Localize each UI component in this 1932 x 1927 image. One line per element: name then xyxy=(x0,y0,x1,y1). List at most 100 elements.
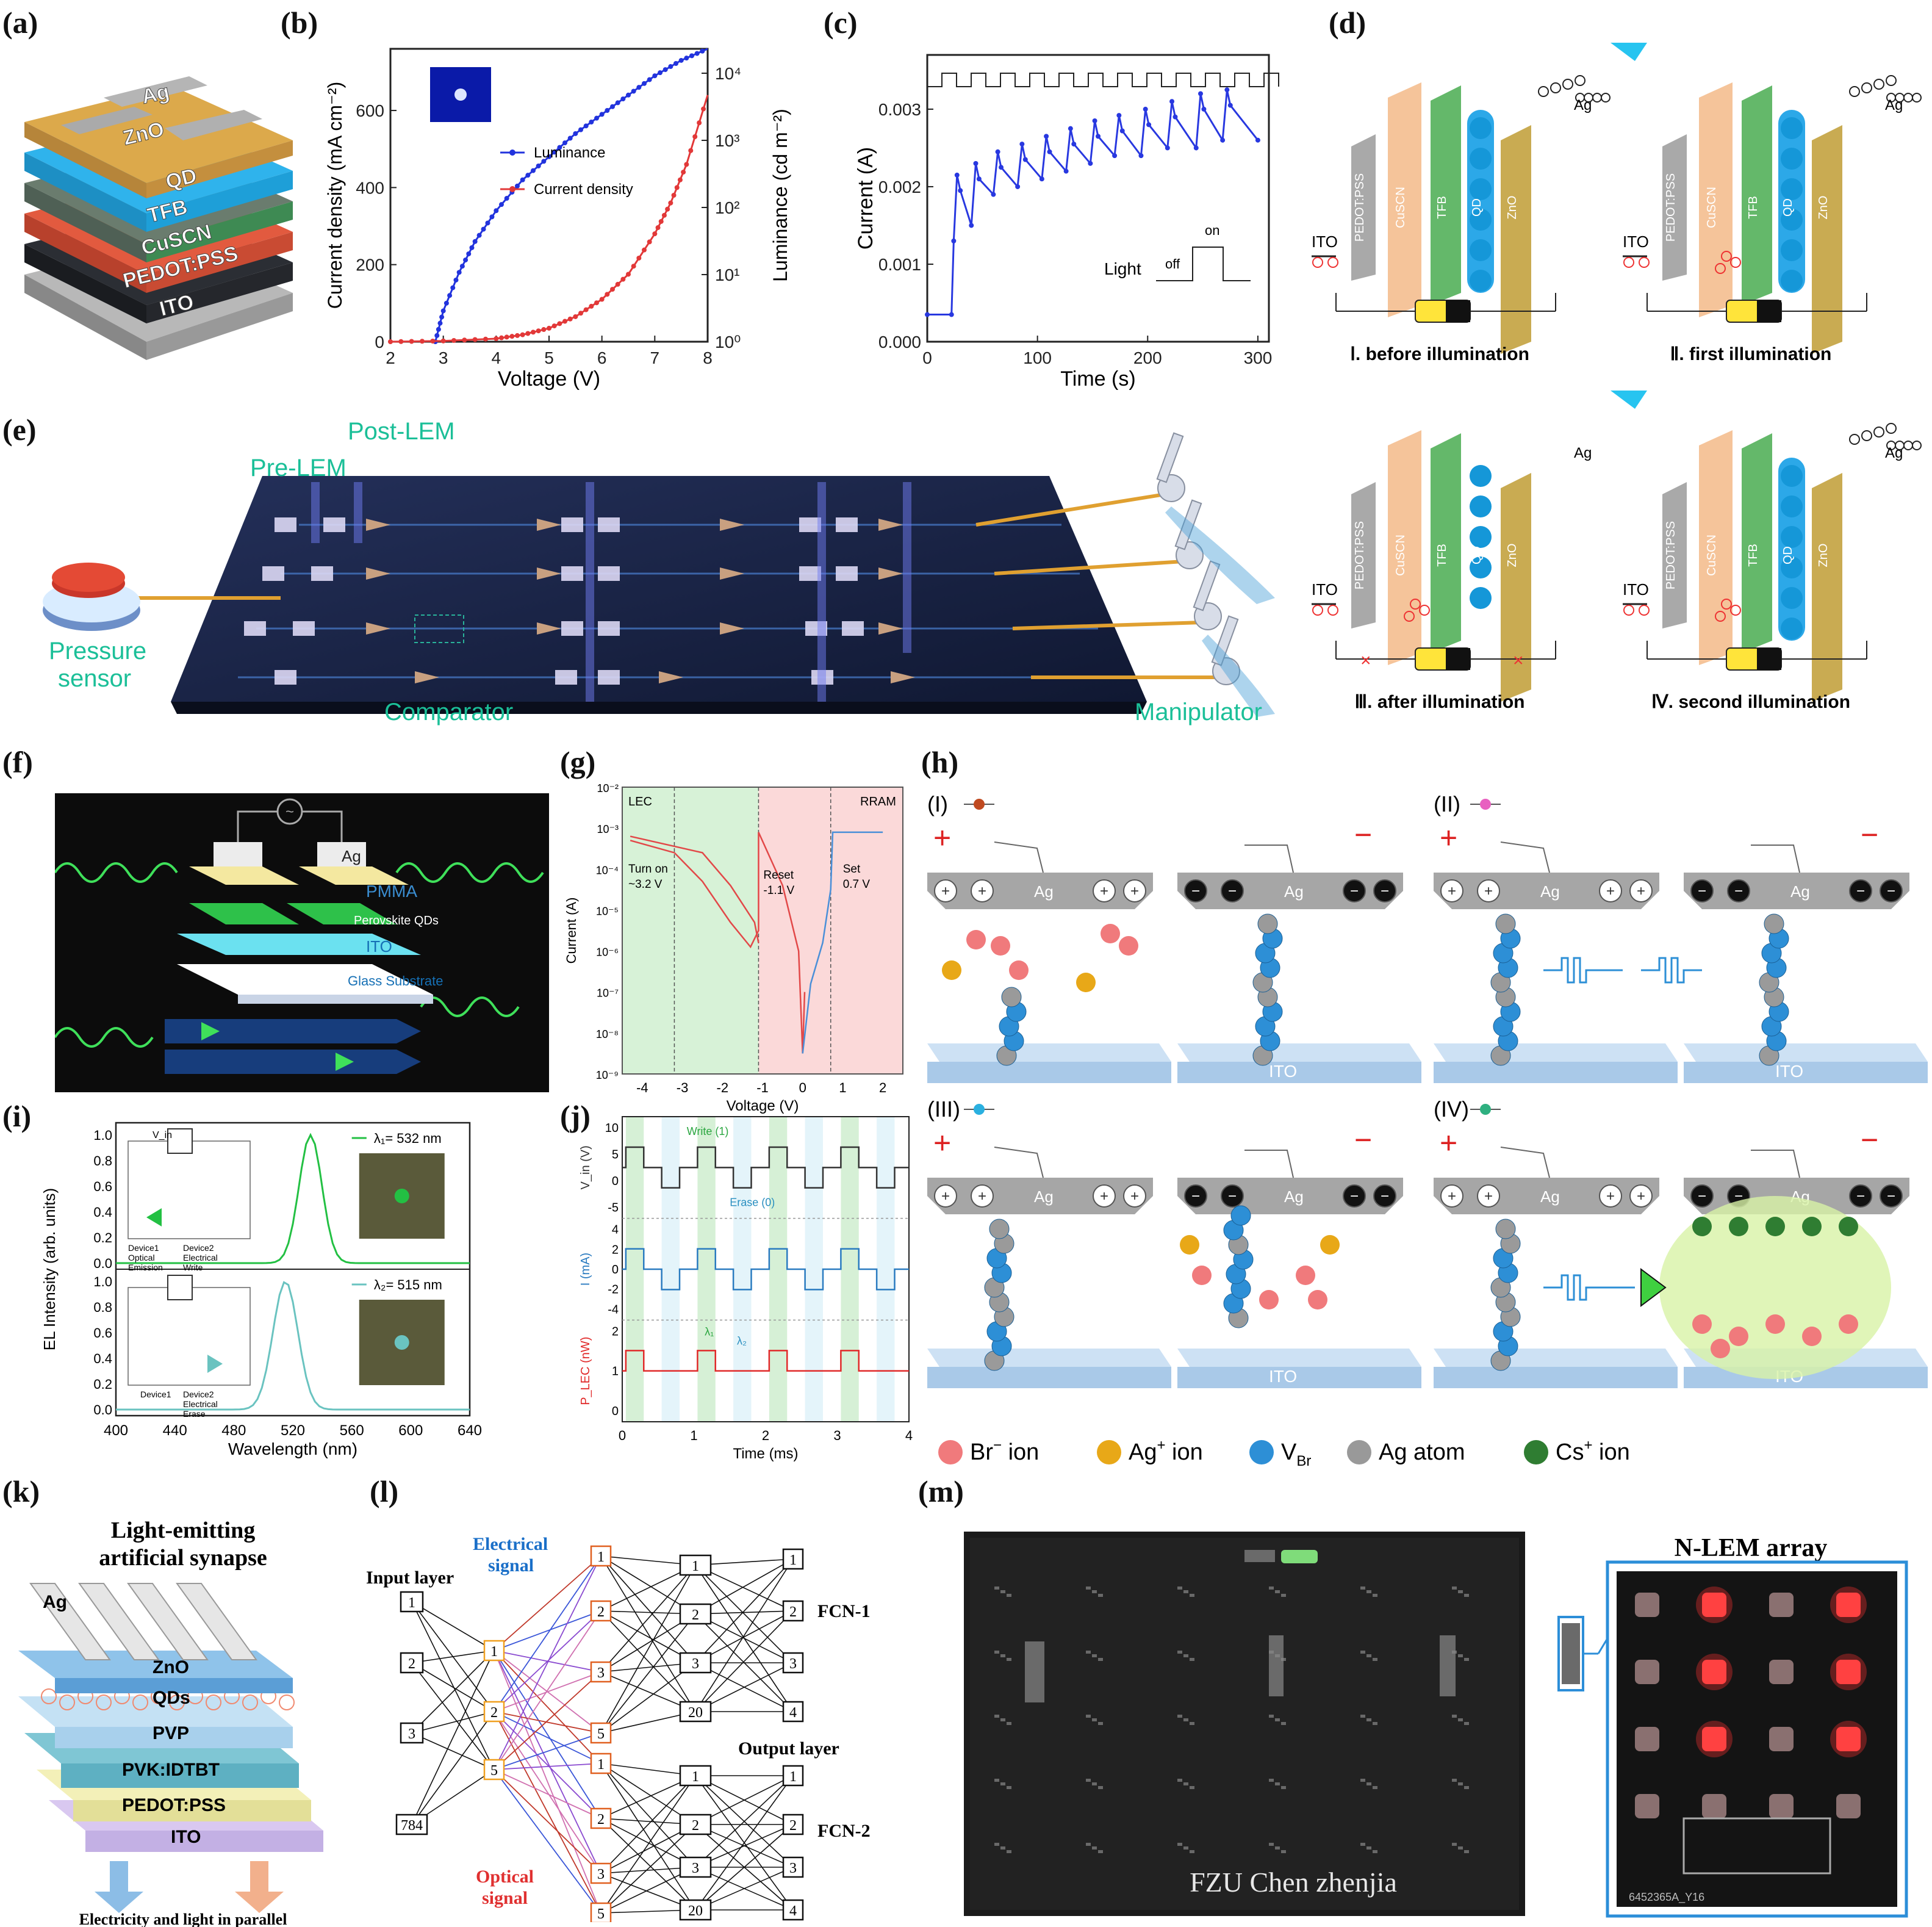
c-ytick-label: 0.003 xyxy=(878,100,921,119)
l-connection xyxy=(494,1650,602,1874)
m-pcb-pad xyxy=(1000,1846,1005,1850)
l-fcn2-input-node-label: 2 xyxy=(597,1812,605,1828)
b-data-point xyxy=(536,328,541,334)
h-sub-marker xyxy=(974,799,985,810)
m-pcb-pad xyxy=(1190,1850,1194,1853)
b-data-point xyxy=(463,258,469,263)
m-pcb-pad xyxy=(1452,1715,1457,1718)
d-layer-label: QD xyxy=(1470,546,1484,564)
b-data-point xyxy=(453,277,459,283)
h-wire xyxy=(994,841,1044,873)
m-pcb-pad xyxy=(1183,1782,1188,1785)
b-data-point xyxy=(599,112,605,117)
d-hole xyxy=(1721,251,1732,262)
b-data-point xyxy=(700,48,705,54)
h-charge xyxy=(1343,1184,1366,1208)
b-legend-label: Current density xyxy=(534,181,633,198)
i-ytick-label: 1.0 xyxy=(93,1274,112,1289)
b-data-point xyxy=(499,335,504,340)
m-pcb-pad xyxy=(1464,1850,1469,1853)
b-data-point xyxy=(447,293,453,298)
c-data-point xyxy=(1116,113,1122,118)
h-filament-atom xyxy=(1764,913,1784,934)
h-cs-ion xyxy=(1729,1217,1748,1236)
j-write-label: Write (1) xyxy=(687,1125,729,1137)
b-data-point xyxy=(605,108,610,113)
h-br-ion xyxy=(1101,924,1120,943)
l-mid-node xyxy=(483,1759,505,1781)
b-ytick-label: 200 xyxy=(356,256,384,275)
g-ytick-label: 10⁻³ xyxy=(597,823,619,835)
b-data-point xyxy=(451,337,456,343)
b-data-point xyxy=(636,255,642,261)
l-connection xyxy=(695,1558,794,1566)
h-quadrant-2: (II) + − Ag + + + + Ag − − − − ITO xyxy=(1434,791,1928,1083)
l-mid-node xyxy=(483,1640,505,1662)
m-pcb-pad xyxy=(1177,1715,1182,1718)
m-pcb-pad xyxy=(994,1779,999,1782)
l-input-node xyxy=(400,1722,424,1744)
d-layer-label: PEDOT:PSS xyxy=(1353,173,1366,242)
g-ytick-label: 10⁻⁶ xyxy=(596,946,619,959)
i-circuit-box xyxy=(127,1140,251,1239)
panel-label-m: (m) xyxy=(918,1474,964,1508)
l-connection xyxy=(494,1769,602,1874)
l-fcn1-input-node xyxy=(590,1722,612,1744)
h-charge-sign: + xyxy=(1100,883,1108,899)
i-spectrum-0 xyxy=(116,1133,470,1264)
m-pcb-pad xyxy=(1464,1786,1469,1789)
d-qd-dot xyxy=(1470,526,1492,548)
g-xtick-label: -4 xyxy=(636,1080,648,1095)
l-fcn2-output-node-label: 4 xyxy=(789,1903,797,1919)
d-tfb-layer xyxy=(1431,433,1461,653)
i-dev1-label: Device1 xyxy=(128,1243,159,1253)
b-data-point xyxy=(684,162,689,167)
c-data-point xyxy=(1019,142,1025,147)
h-charge-sign: − xyxy=(1856,1188,1865,1205)
m-led-pixel xyxy=(1769,1593,1794,1617)
d-layer-label: CuSCN xyxy=(1705,535,1718,576)
m-pcb-pad xyxy=(1458,1846,1463,1850)
m-pcb-pad xyxy=(1177,1587,1182,1590)
i-xtick-label: 600 xyxy=(398,1422,423,1439)
d-open-x: × xyxy=(1513,650,1524,671)
d-battery-neg xyxy=(1446,300,1470,322)
b-data-point xyxy=(547,325,551,331)
c-data-point xyxy=(1169,99,1175,104)
c-xtick-label: 200 xyxy=(1133,348,1162,367)
h-minus-terminal: − xyxy=(1861,818,1878,852)
j-l1-label: λ₁ xyxy=(705,1325,714,1338)
c-xtick-label: 0 xyxy=(922,348,932,367)
m-pcb-pad xyxy=(1452,1843,1457,1846)
l-connection xyxy=(494,1711,602,1914)
b-data-point xyxy=(583,123,589,129)
l-mid-node-label: 2 xyxy=(490,1705,498,1721)
h-charge-sign: + xyxy=(941,1188,950,1205)
b-data-point xyxy=(631,264,636,269)
m-pcb-pad xyxy=(1000,1718,1005,1721)
d-electron xyxy=(1601,93,1611,103)
i-xtick-label: 560 xyxy=(340,1422,364,1439)
c-plot-frame xyxy=(926,54,1270,343)
l-fcn1-output-node xyxy=(782,1600,804,1622)
l-fcn2-hidden-node-label: 3 xyxy=(692,1860,699,1876)
l-connection xyxy=(411,1711,495,1734)
k-title-line1: Light-emitting xyxy=(111,1519,255,1543)
h-charge-sign: + xyxy=(978,1188,986,1205)
l-fcn1-output-node xyxy=(782,1701,804,1723)
m-pcb-pad xyxy=(1366,1846,1371,1850)
b-data-point xyxy=(434,333,440,338)
c-current-trace xyxy=(927,89,1259,316)
d-pedot-layer xyxy=(1662,134,1687,281)
m-pcb-pad xyxy=(1281,1786,1286,1789)
h-charge xyxy=(1221,1184,1244,1208)
b-data-point xyxy=(541,327,547,333)
d-layer-label: TFB xyxy=(1435,544,1449,567)
chart-i-el-spectra: 400 440 480 520 560 600 640 0.0 0.2 0.4 0.6 0.8 1.0 λ… xyxy=(40,1122,482,1458)
g-blue-curve xyxy=(802,831,883,1054)
h-charge xyxy=(934,1184,957,1208)
c-ylabel: Current (A) xyxy=(854,147,877,250)
b-data-point xyxy=(689,53,694,59)
b-data-point xyxy=(562,140,567,146)
